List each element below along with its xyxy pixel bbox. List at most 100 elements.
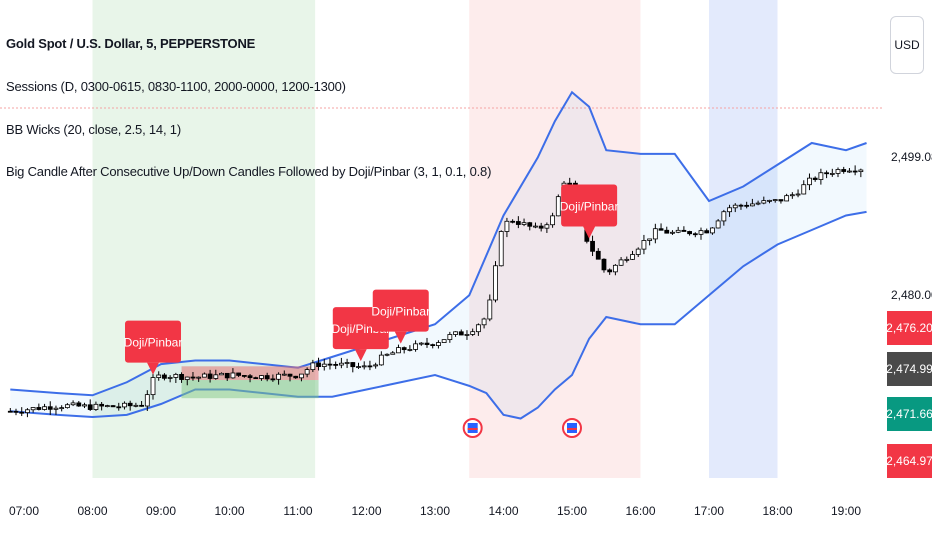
currency-button[interactable]: USD: [890, 16, 924, 74]
candle: [7, 410, 13, 413]
candle: [390, 352, 396, 355]
doji-pinbar-label-box: [561, 184, 618, 227]
doji-pinbar-label-pointer: [583, 226, 596, 239]
candle: [173, 373, 179, 378]
doji-pinbar-label-pointer: [354, 349, 367, 362]
candle: [207, 373, 213, 379]
symbol-title[interactable]: Gold Spot / U.S. Dollar, 5, PEPPERSTONE: [6, 36, 256, 51]
time-axis-label: 14:00: [488, 504, 518, 518]
candle: [732, 204, 738, 209]
candle: [139, 404, 144, 407]
candle: [373, 364, 379, 367]
candle: [356, 366, 361, 368]
candle: [396, 347, 401, 354]
candle: [236, 372, 242, 376]
candle: [53, 407, 59, 410]
candle: [698, 230, 704, 235]
candle: [515, 221, 521, 225]
candle: [213, 374, 219, 379]
candle: [104, 405, 110, 407]
candle: [82, 404, 87, 407]
candle: [241, 375, 247, 377]
price-tag-red-low: 2,464.97: [886, 444, 932, 478]
candle: [841, 169, 847, 172]
candle: [441, 339, 447, 343]
time-axis-label: 09:00: [146, 504, 176, 518]
candle: [687, 231, 692, 235]
candle: [807, 177, 812, 186]
candle: [42, 406, 47, 410]
candle: [612, 264, 618, 273]
time-axis-label: 12:00: [351, 504, 381, 518]
candle: [504, 220, 510, 232]
candle: [818, 172, 824, 180]
candle: [852, 170, 858, 173]
candle: [647, 238, 653, 241]
candle: [784, 195, 790, 202]
sessions-indicator-label[interactable]: Sessions (D, 0300-0615, 0830-1100, 2000-…: [6, 79, 346, 94]
candle: [761, 200, 767, 204]
candle: [87, 404, 93, 410]
candle: [219, 372, 224, 376]
candle: [778, 199, 784, 202]
candle: [424, 342, 430, 346]
candle: [201, 373, 207, 378]
candle: [538, 225, 544, 229]
candle: [641, 240, 647, 250]
candle: [93, 403, 99, 410]
candle: [270, 378, 276, 381]
candle: [670, 231, 675, 234]
time-axis-label: 07:00: [9, 504, 39, 518]
candle: [470, 331, 476, 335]
candle: [133, 404, 139, 407]
candle: [738, 204, 744, 207]
candle: [59, 407, 65, 410]
candle: [481, 318, 487, 326]
doji-pinbar-label: Doji/Pinbar: [371, 305, 430, 319]
doji-pinbar-label-pointer: [394, 331, 407, 344]
candle: [658, 228, 664, 231]
candle: [259, 375, 264, 379]
candle: [76, 402, 82, 407]
candle: [281, 373, 287, 376]
candle: [567, 182, 573, 185]
candle: [150, 377, 156, 396]
candle: [378, 354, 384, 366]
price-tag-green: 2,471.66: [886, 397, 932, 431]
candle: [601, 258, 607, 271]
doji-pinbar-label-pointer: [147, 362, 160, 375]
session-background: [92, 0, 316, 478]
candle: [25, 409, 30, 414]
candle: [184, 376, 190, 380]
candle: [230, 372, 236, 379]
candle: [196, 376, 202, 379]
candle: [179, 373, 184, 380]
candle: [253, 377, 259, 380]
candle: [367, 365, 373, 368]
candle: [789, 194, 795, 197]
candle: [847, 170, 852, 173]
candle: [487, 299, 493, 320]
time-axis-label: 17:00: [694, 504, 724, 518]
candle: [224, 372, 230, 379]
candle: [13, 410, 19, 413]
session-background: [469, 0, 641, 478]
bb-wicks-indicator-label[interactable]: BB Wicks (20, close, 2.5, 14, 1): [6, 122, 181, 137]
candle: [64, 404, 70, 409]
candle: [413, 343, 418, 350]
range-box-lower: [181, 380, 319, 399]
candle: [156, 374, 162, 378]
candle: [316, 362, 321, 368]
time-axis-label: 18:00: [762, 504, 792, 518]
candle: [664, 229, 670, 234]
candle: [498, 231, 504, 267]
candle: [550, 215, 555, 226]
big-candle-indicator-label[interactable]: Big Candle After Consecutive Up/Down Can…: [6, 164, 492, 179]
candle: [30, 407, 36, 411]
candle: [127, 402, 133, 407]
candle: [327, 363, 333, 366]
candle: [824, 172, 829, 175]
candle: [744, 204, 750, 207]
candle: [493, 265, 498, 301]
